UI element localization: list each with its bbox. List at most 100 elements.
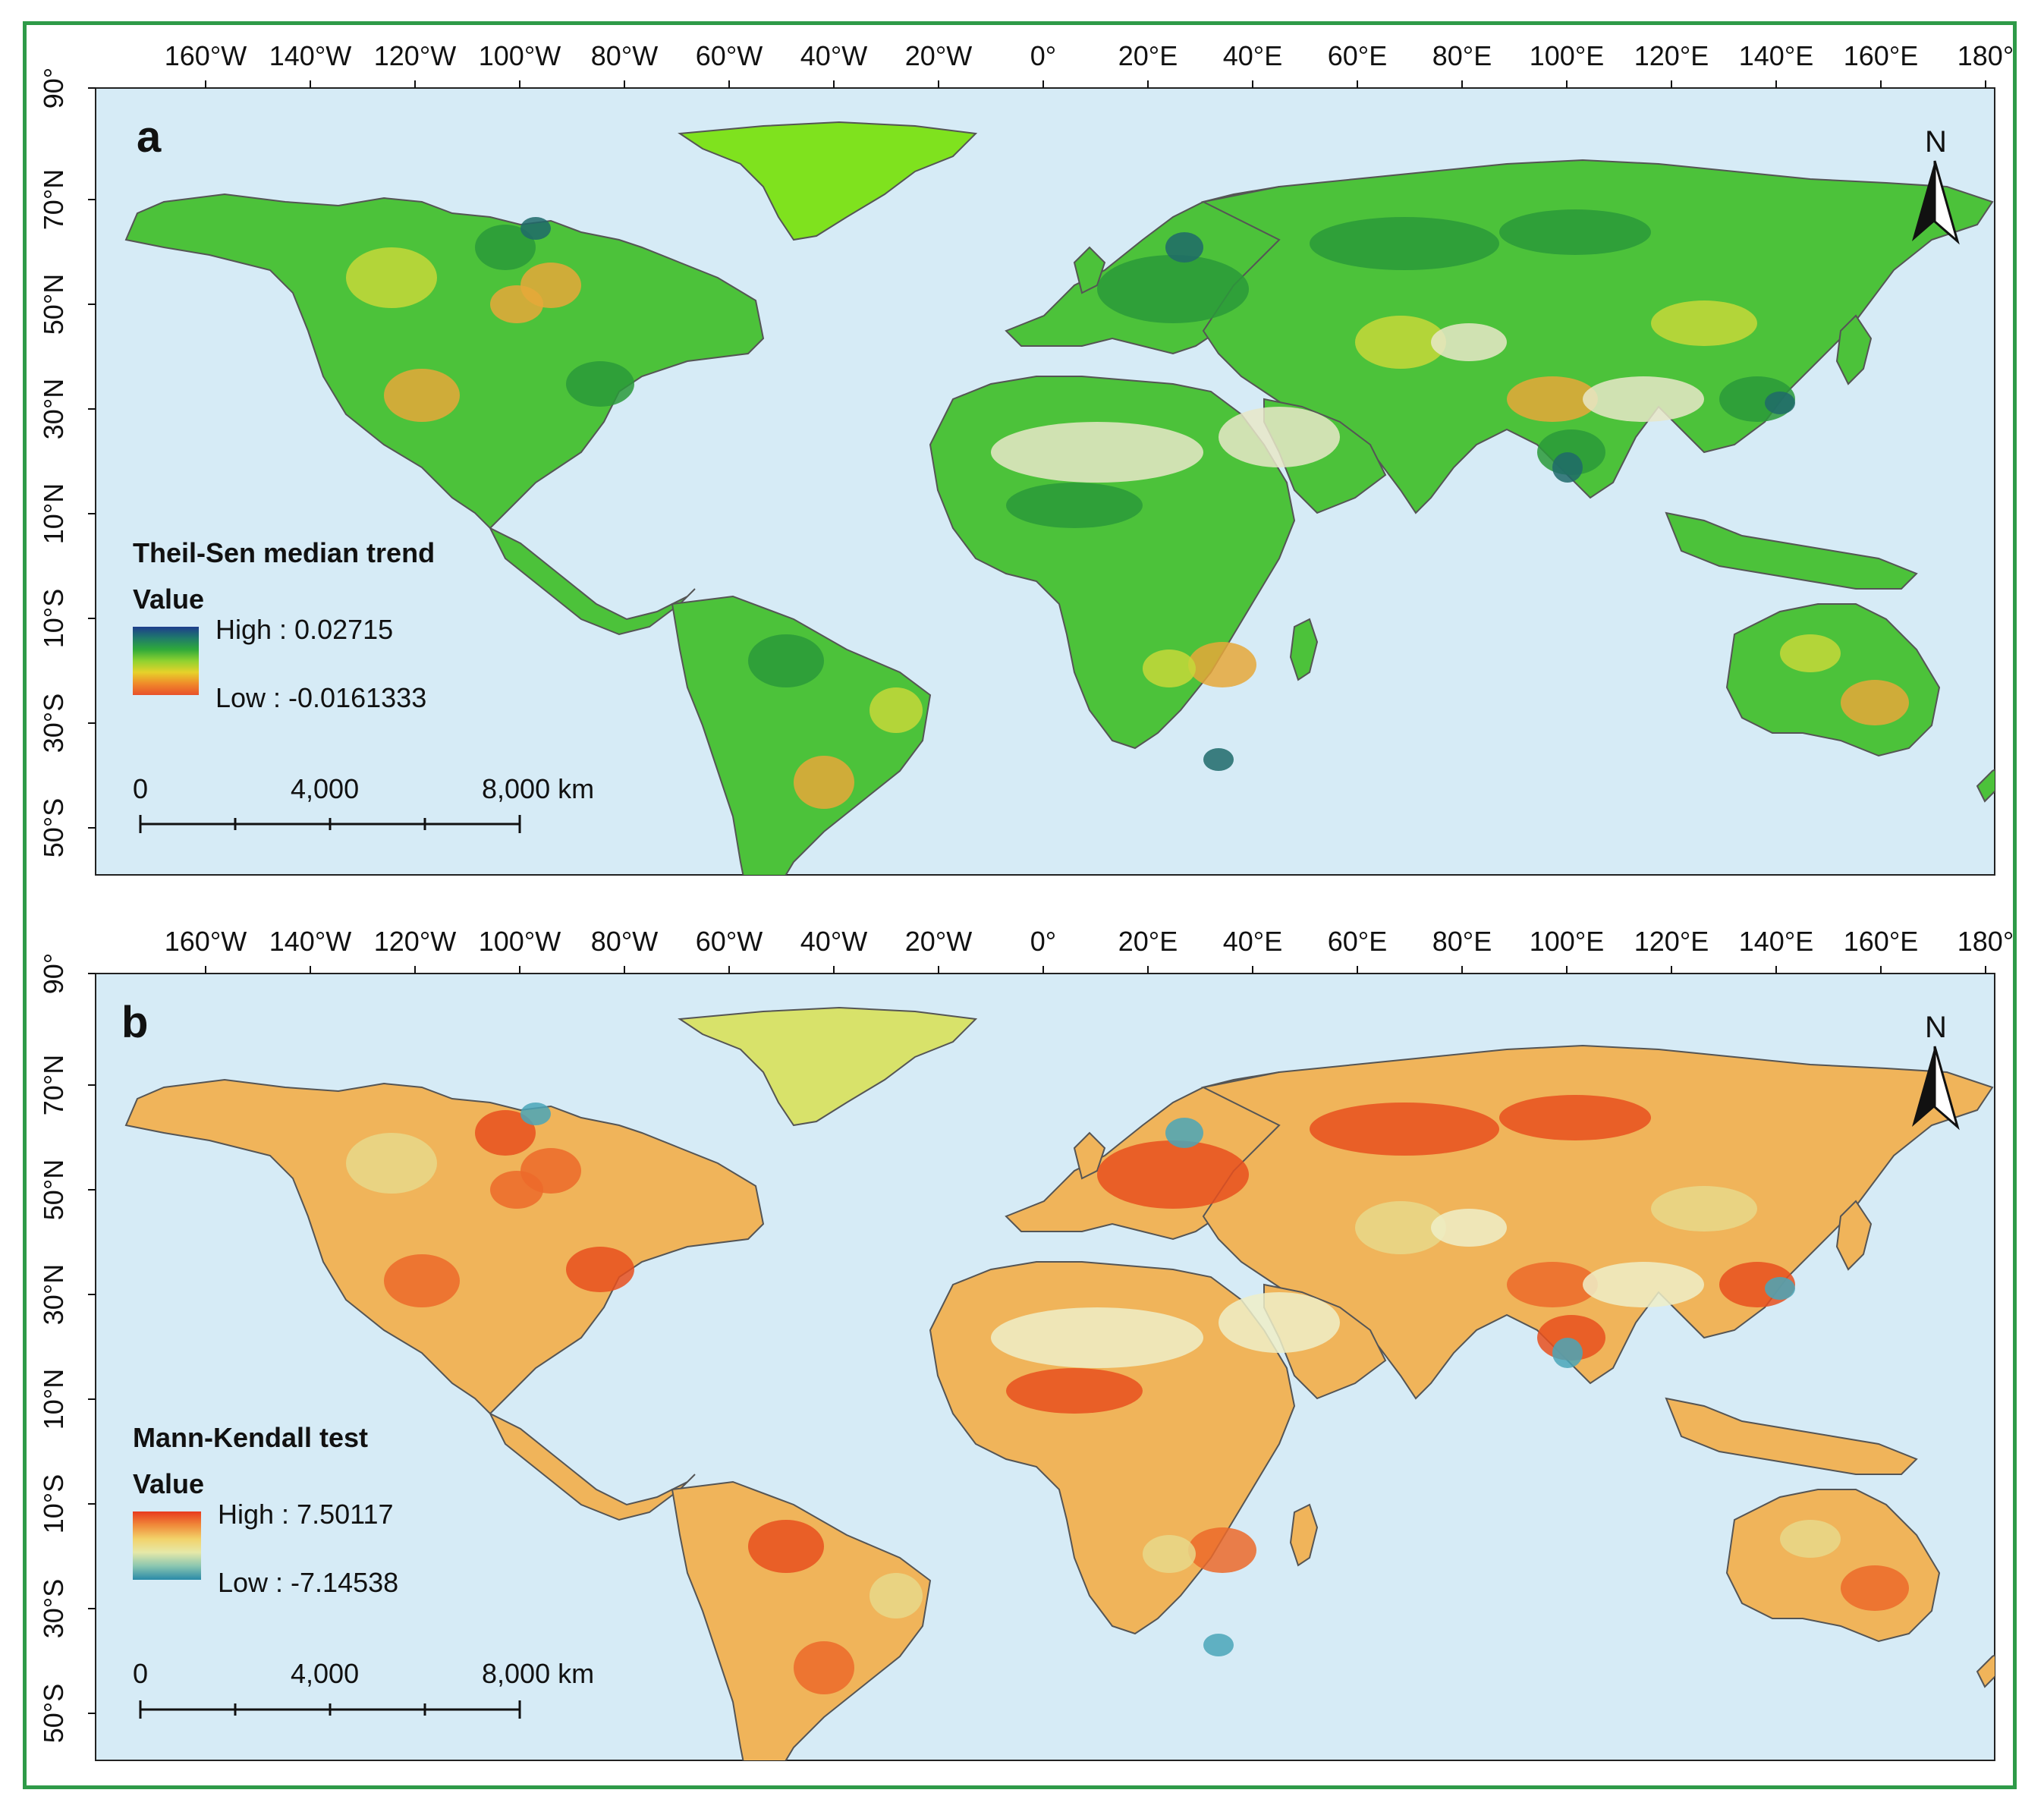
trend-patch-orange-0 (384, 369, 460, 422)
landmass-centralAmerica (488, 1411, 696, 1521)
longitude-label: 120°E (1634, 40, 1709, 71)
landmass-newZealand (1976, 769, 1995, 803)
landmass-newZealand (1976, 1654, 1995, 1688)
trend-patch-yellow-0 (346, 1133, 437, 1194)
latitude-label: 10°N (38, 1369, 69, 1430)
longitude-label: 100°E (1530, 926, 1604, 957)
landmass-greenland (678, 1006, 978, 1127)
trend-patch-orange-2 (794, 1641, 854, 1694)
longitude-label: 20°E (1118, 40, 1178, 71)
trend-patch-yellow-4 (1780, 634, 1841, 672)
trend-patch-dry-2 (1583, 376, 1704, 422)
scale-bar: 0 4,000 8,000 km (133, 773, 594, 833)
longitude-label: 100°W (479, 926, 561, 957)
trend-patch-yellow-1 (869, 1573, 923, 1618)
longitude-label: 60°E (1328, 40, 1387, 71)
trend-patch-orange-4 (1507, 376, 1598, 422)
legend: Mann-Kendall test Value High : 7.50117 L… (133, 1422, 398, 1598)
longitude-label: 100°W (479, 40, 561, 71)
latitude-label: 50°S (38, 1684, 69, 1743)
trend-patch-blue-0 (1552, 452, 1583, 483)
trend-patch-dense-0 (1097, 1140, 1249, 1209)
legend-title: Mann-Kendall test (133, 1422, 368, 1453)
panel-letter: b (121, 998, 148, 1047)
trend-patch-blue-4 (520, 1103, 551, 1125)
landmass-madagascar (1289, 1503, 1319, 1567)
trend-patch-blue-0 (1552, 1338, 1583, 1368)
longitude-label: 160°W (165, 926, 247, 957)
latitude-label: 30°S (38, 1579, 69, 1638)
longitude-label: 80°W (591, 926, 658, 957)
trend-patch-orange-5 (1841, 680, 1909, 725)
trend-patch-orange-6 (490, 1171, 543, 1209)
axes: 160°W 140°W 120°W 100°W 80°W 60°W 40°W 20°W 0° 20… (38, 40, 2014, 857)
longitude-label: 120°W (374, 926, 456, 957)
axes: 160°W 140°W 120°W 100°W 80°W 60°W 40°W 20°W 0° 20… (38, 926, 2014, 1743)
trend-patch-dense-7 (475, 1110, 536, 1156)
scale-label-8000: 8,000 km (482, 1658, 594, 1689)
latitude-label: 90° (38, 68, 69, 109)
longitude-label: 0° (1030, 40, 1056, 71)
trend-patch-orange-3 (1188, 1527, 1256, 1573)
trend-patch-orange-4 (1507, 1262, 1598, 1307)
trend-patch-orange-5 (1841, 1565, 1909, 1611)
longitude-label: 20°E (1118, 926, 1178, 957)
trend-patch-dense-0 (1097, 255, 1249, 323)
longitude-label: 80°E (1432, 926, 1492, 957)
panel-a: 160°W 140°W 120°W 100°W 80°W 60°W 40°W 20°W 0° 20… (38, 40, 2014, 876)
land-masses (124, 1006, 1995, 1760)
trend-patch-yellow-0 (346, 247, 437, 308)
trend-patch-blue-1 (1203, 1634, 1234, 1656)
longitude-label: 140°W (269, 926, 351, 957)
scale-label-0: 0 (133, 773, 148, 804)
trend-patch-yellow-5 (1143, 650, 1196, 687)
longitude-label: 100°E (1530, 40, 1604, 71)
north-arrow-icon (1912, 161, 1935, 241)
longitude-label: 40°W (800, 926, 867, 957)
landmass-seAsia (1665, 511, 1918, 590)
longitude-label: 140°W (269, 40, 351, 71)
latitude-label: 10°S (38, 589, 69, 648)
trend-patch-yellow-2 (1355, 1201, 1446, 1254)
trend-patch-dense-7 (475, 225, 536, 270)
latitude-label: 70°N (38, 169, 69, 230)
trend-patch-yellow-3 (1651, 1186, 1757, 1231)
longitude-label: 160°E (1844, 40, 1918, 71)
land-masses (124, 121, 1995, 875)
trend-patch-blue-2 (1165, 1118, 1203, 1148)
landmass-madagascar (1289, 618, 1319, 681)
landmass-greenland (678, 121, 978, 241)
scale-label-0: 0 (133, 1658, 148, 1689)
trend-patch-blue-4 (520, 217, 551, 240)
north-label: N (1925, 1011, 1947, 1044)
latitude-label: 70°N (38, 1055, 69, 1115)
scale-label-4000: 4,000 (291, 1658, 359, 1689)
longitude-label: 180° (1958, 926, 2014, 957)
longitude-label: 0° (1030, 926, 1056, 957)
legend: Theil-Sen median trend Value High : 0.02… (133, 537, 435, 713)
longitude-label: 160°E (1844, 926, 1918, 957)
legend-low-label: Low : -7.14538 (218, 1567, 398, 1598)
longitude-label: 80°E (1432, 40, 1492, 71)
latitude-label: 10°N (38, 483, 69, 544)
trend-patch-dense-1 (1310, 217, 1499, 270)
trend-patch-orange-3 (1188, 642, 1256, 687)
trend-patch-dry-1 (1219, 1292, 1340, 1353)
landmass-japan (1835, 1200, 1873, 1271)
trend-patch-dense-2 (1499, 1095, 1651, 1140)
latitude-label: 10°S (38, 1474, 69, 1533)
latitude-label: 50°N (38, 1159, 69, 1220)
longitude-label: 180° (1958, 40, 2014, 71)
longitude-label: 40°W (800, 40, 867, 71)
scale-label-4000: 4,000 (291, 773, 359, 804)
north-arrow-icon (1912, 1046, 1935, 1127)
trend-patch-dry-1 (1219, 407, 1340, 467)
longitude-label: 160°W (165, 40, 247, 71)
longitude-label: 120°E (1634, 926, 1709, 957)
trend-patch-yellow-5 (1143, 1535, 1196, 1573)
trend-patch-dense-4 (1006, 483, 1143, 528)
legend-title: Theil-Sen median trend (133, 537, 435, 568)
longitude-label: 80°W (591, 40, 658, 71)
landmass-seAsia (1665, 1397, 1918, 1475)
latitude-label: 30°N (38, 379, 69, 439)
